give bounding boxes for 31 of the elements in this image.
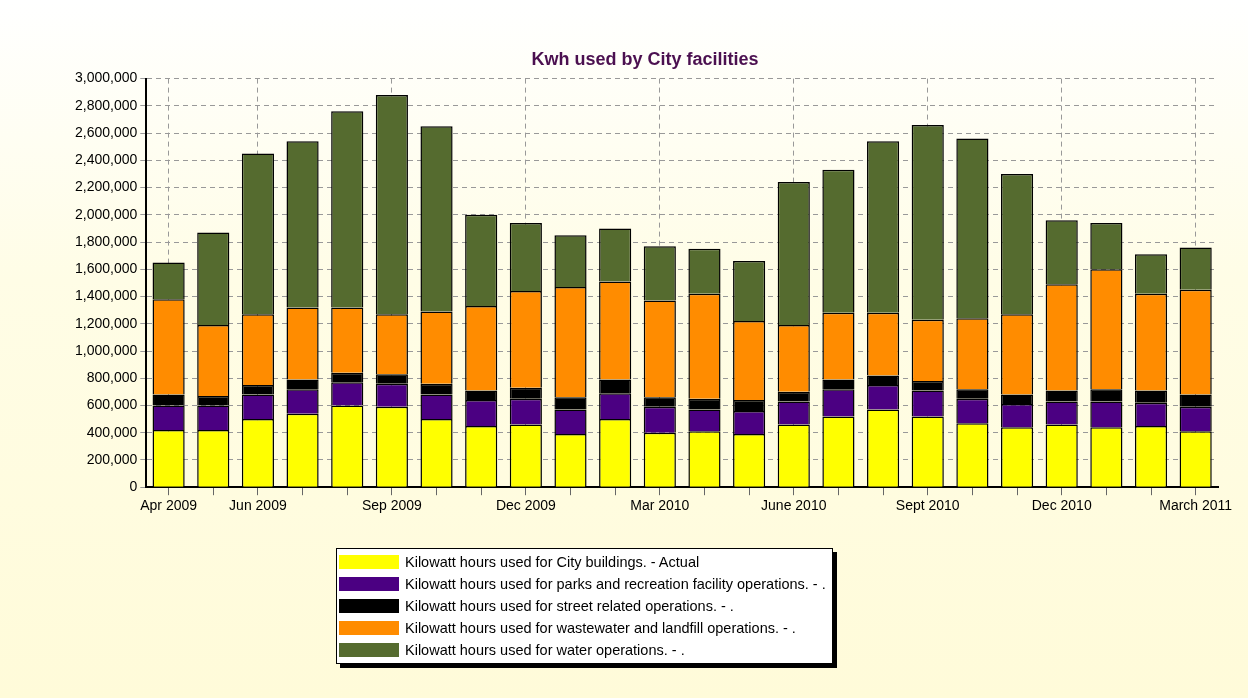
x-tick-label: Mar 2010	[630, 497, 690, 514]
y-tick-label: 400,000	[86, 423, 138, 440]
x-tick-label: Dec 2009	[495, 497, 557, 514]
x-tick-label: Jun 2009	[229, 497, 287, 514]
y-tick-label: 2,000,000	[74, 205, 138, 222]
y-tick-label: 1,000,000	[74, 341, 138, 358]
y-tick-label: 1,400,000	[74, 287, 138, 304]
y-tick-label: 1,800,000	[74, 232, 138, 249]
legend-label: Kilowatt hours used for wastewater and landfill operations. - .	[405, 620, 796, 636]
y-tick-label: 600,000	[86, 396, 138, 413]
x-tick-label: June 2010	[761, 497, 827, 514]
y-tick-label: 0	[129, 478, 138, 495]
y-tick-label: 200,000	[86, 450, 138, 467]
y-tick-label: 2,800,000	[74, 96, 138, 113]
y-tick-label: 2,600,000	[74, 123, 138, 140]
legend-label: Kilowatt hours used for parks and recreation facility operations. - .	[405, 576, 826, 592]
legend-label: Kilowatt hours used for water operations. - .	[405, 642, 685, 658]
legend-label: Kilowatt hours used for City buildings. - Actual	[405, 554, 700, 570]
x-tick-label: Sept 2010	[895, 497, 960, 514]
y-tick-label: 2,400,000	[74, 151, 138, 168]
x-tick-label: Apr 2009	[140, 497, 198, 514]
x-tick-label: Dec 2010	[1031, 497, 1092, 514]
legend-label: Kilowatt hours used for street related operations. - .	[405, 598, 734, 614]
y-tick-label: 800,000	[86, 369, 138, 386]
x-tick-label: March 2011	[1159, 497, 1233, 514]
y-tick-label: 1,200,000	[74, 314, 138, 331]
chart-title: Kwh used by City facilities	[531, 48, 759, 69]
y-tick-label: 2,200,000	[74, 178, 138, 195]
x-tick-label: Sep 2009	[361, 497, 423, 514]
y-tick-label: 3,000,000	[74, 69, 138, 86]
y-tick-label: 1,600,000	[74, 260, 138, 277]
